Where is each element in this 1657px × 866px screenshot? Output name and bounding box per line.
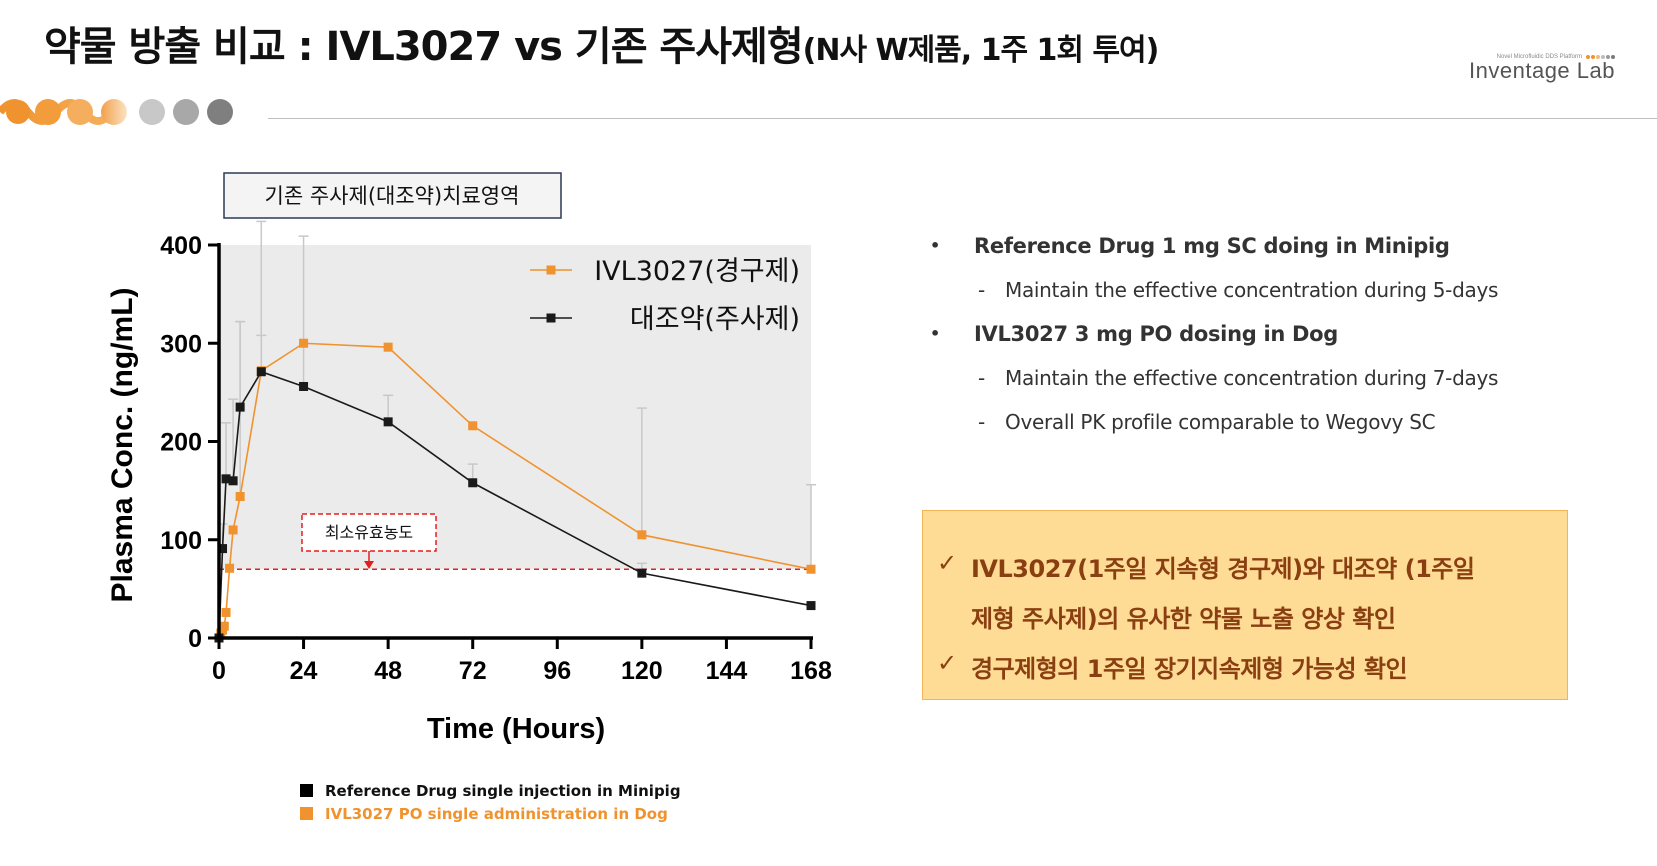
y-tick-label: 100 bbox=[160, 527, 202, 555]
page-title: 약물 방출 비교 : IVL3027 vs 기존 주사제형(N사 W제품, 1주… bbox=[44, 24, 1160, 70]
y-tick-label: 400 bbox=[160, 232, 202, 260]
sub-bullet-ivl3027-1: - Maintain the effective concentration du… bbox=[978, 366, 1499, 390]
data-point bbox=[225, 563, 235, 573]
data-point bbox=[235, 402, 245, 412]
header-divider bbox=[268, 118, 1657, 119]
data-point bbox=[221, 474, 231, 484]
data-point bbox=[228, 525, 238, 535]
page-subtitle: (N사 W제품, 1주 1회 투여) bbox=[802, 33, 1160, 68]
legend-note-reference: Reference Drug single injection in Minip… bbox=[300, 782, 681, 800]
bullet-ivl3027: • IVL3027 3 mg PO dosing in Dog bbox=[930, 322, 1339, 346]
sub-bullet-reference-1: - Maintain the effective concentration du… bbox=[978, 278, 1499, 302]
x-tick-label: 144 bbox=[706, 657, 748, 685]
legend-swatch-marker bbox=[546, 265, 556, 275]
data-point bbox=[299, 338, 309, 348]
x-tick-label: 72 bbox=[459, 657, 487, 685]
check-icon: ✓ bbox=[937, 649, 958, 677]
y-tick-label: 300 bbox=[160, 330, 202, 358]
data-point bbox=[806, 601, 816, 611]
x-axis-label: Time (Hours) bbox=[427, 713, 605, 745]
mec-label: 최소유효농도 bbox=[301, 513, 437, 552]
data-point bbox=[228, 476, 238, 486]
key-points: • Reference Drug 1 mg SC doing in Minipig… bbox=[930, 228, 1570, 448]
bullet-reference: • Reference Drug 1 mg SC doing in Minipig bbox=[930, 234, 1450, 258]
callout-line-2: 제형 주사제)의 유사한 약물 노출 양상 확인 bbox=[971, 605, 1396, 633]
x-tick-label: 96 bbox=[543, 657, 571, 685]
x-tick-label: 48 bbox=[374, 657, 402, 685]
svg-text:기존 주사제(대조약)치료영역: 기존 주사제(대조약)치료영역 bbox=[265, 184, 520, 208]
logo-tagline: Novel Microfluidic DDS Platform bbox=[1496, 54, 1582, 60]
data-point bbox=[468, 421, 478, 431]
data-point bbox=[235, 492, 245, 502]
data-point bbox=[637, 530, 647, 540]
x-tick-label: 0 bbox=[212, 657, 226, 685]
y-axis-label: Plasma Conc. (ng/mL) bbox=[106, 287, 139, 602]
data-point bbox=[383, 417, 393, 427]
data-point bbox=[806, 564, 816, 574]
logo-name: Inventage Lab bbox=[1469, 58, 1615, 83]
mec-arrow-icon bbox=[364, 551, 374, 569]
legend-label: 대조약(주사제) bbox=[630, 304, 800, 335]
x-tick-label: 120 bbox=[621, 657, 663, 685]
y-tick-label: 0 bbox=[188, 625, 202, 653]
conclusion-callout: ✓ IVL3027(1주일 지속형 경구제)와 대조약 (1주일 제형 주사제)… bbox=[922, 510, 1568, 700]
decorative-dots-icon bbox=[0, 99, 233, 125]
svg-text:최소유효농도: 최소유효농도 bbox=[325, 523, 413, 542]
data-point bbox=[218, 544, 228, 554]
black-square-icon bbox=[300, 784, 313, 797]
data-point bbox=[221, 607, 231, 617]
axes: 0 100 200 300 400 0 24 48 72 96 120 144 168 bbox=[160, 232, 832, 685]
chart-legend: IVL3027(경구제) 대조약(주사제) bbox=[530, 256, 800, 335]
logo-dots-icon bbox=[1586, 55, 1615, 59]
legend-note-ivl3027: IVL3027 PO single administration in Dog bbox=[300, 805, 668, 823]
callout-line-1: IVL3027(1주일 지속형 경구제)와 대조약 (1주일 bbox=[971, 555, 1475, 583]
legend-swatch-marker bbox=[546, 313, 556, 323]
data-point bbox=[383, 342, 393, 352]
data-point bbox=[256, 367, 266, 377]
legend-label: IVL3027(경구제) bbox=[594, 256, 800, 287]
callout-line-3: 경구제형의 1주일 장기지속제형 가능성 확인 bbox=[971, 655, 1408, 683]
sub-bullet-ivl3027-2: - Overall PK profile comparable to Wegovy… bbox=[978, 410, 1436, 434]
company-logo: Novel Microfluidic DDS Platform Inventag… bbox=[1469, 54, 1615, 84]
check-icon: ✓ bbox=[937, 549, 958, 577]
x-tick-label: 168 bbox=[790, 657, 832, 685]
x-tick-label: 24 bbox=[290, 657, 318, 685]
data-point bbox=[219, 621, 229, 631]
data-point bbox=[299, 381, 309, 391]
pk-chart: 기존 주사제(대조약)치료영역 최소유효농도 0 100 200 300 400 0 24 4… bbox=[106, 172, 832, 745]
region-label: 기존 주사제(대조약)치료영역 bbox=[223, 172, 562, 219]
data-point bbox=[468, 478, 478, 488]
data-point bbox=[637, 568, 647, 578]
orange-square-icon bbox=[300, 807, 313, 820]
y-tick-label: 200 bbox=[160, 429, 202, 457]
